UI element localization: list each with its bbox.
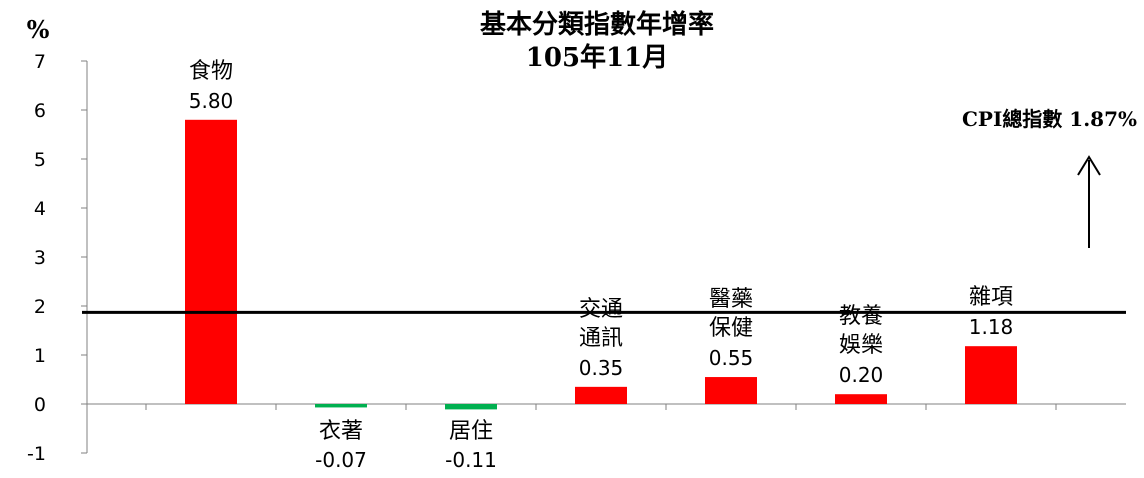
category-label: 食物 — [189, 59, 233, 84]
bar — [835, 394, 887, 404]
y-tick-label: 0 — [34, 394, 46, 416]
data-label: 0.55 — [709, 346, 754, 370]
data-label: 1.18 — [969, 315, 1014, 339]
bar — [575, 386, 627, 404]
chart-subtitle: 105年11月 — [526, 42, 668, 73]
y-tick-label: 3 — [34, 247, 46, 269]
data-label: -0.11 — [445, 448, 497, 472]
bar — [445, 404, 497, 410]
bar — [965, 346, 1017, 404]
category-label: 保健 — [709, 316, 753, 341]
data-label: -0.07 — [315, 448, 367, 472]
bar — [705, 377, 757, 404]
category-label: 娛樂 — [839, 333, 883, 358]
y-tick-label: 7 — [34, 51, 46, 73]
data-label: 0.35 — [579, 356, 624, 380]
data-label: 5.80 — [189, 89, 234, 113]
category-label: 衣著 — [319, 419, 363, 444]
y-tick-label: 5 — [34, 149, 46, 171]
up-arrow-icon — [1077, 155, 1101, 248]
chart-title: 基本分類指數年增率 — [480, 9, 714, 40]
y-tick-label: 2 — [34, 296, 46, 318]
category-label: 通訊 — [579, 326, 623, 351]
data-label: 0.20 — [839, 363, 884, 387]
y-tick-label: 6 — [34, 100, 46, 122]
bar — [185, 119, 237, 405]
cpi-annotation: CPI總指數 1.87% — [962, 107, 1137, 131]
category-label: 醫藥 — [709, 287, 753, 312]
y-tick-label: 4 — [34, 198, 46, 220]
category-label: 居住 — [449, 419, 493, 444]
y-axis-unit: % — [27, 15, 50, 44]
bar — [315, 404, 367, 408]
y-tick-label: -1 — [27, 443, 46, 465]
category-label: 雜項 — [969, 285, 1013, 310]
category-label: 教養 — [839, 304, 883, 329]
category-label: 交通 — [579, 297, 623, 322]
y-tick-label: 1 — [34, 345, 46, 367]
